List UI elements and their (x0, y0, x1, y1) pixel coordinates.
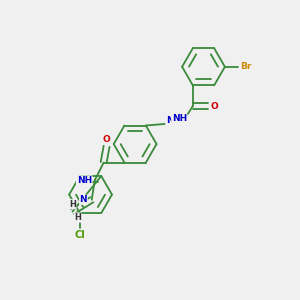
Text: NH: NH (77, 176, 92, 185)
Text: Cl: Cl (74, 230, 85, 239)
Text: O: O (103, 135, 110, 144)
Text: H: H (69, 200, 76, 209)
Text: NH: NH (172, 114, 187, 123)
Text: H: H (74, 213, 81, 222)
Text: NH: NH (166, 116, 181, 125)
Text: N: N (80, 195, 87, 204)
Text: Br: Br (240, 62, 251, 71)
Text: O: O (210, 102, 218, 111)
